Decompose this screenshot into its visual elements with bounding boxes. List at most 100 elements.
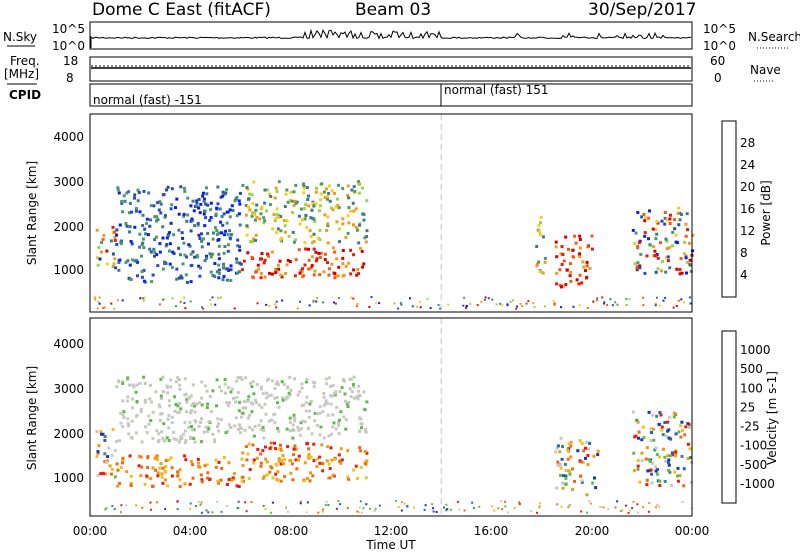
echo-cell	[400, 509, 403, 512]
echo-cell	[116, 188, 120, 192]
echo-cell	[200, 380, 204, 384]
echo-cell	[291, 423, 295, 427]
echo-cell	[170, 203, 174, 207]
echo-cell	[674, 450, 678, 454]
echo-cell	[342, 415, 346, 419]
echo-cell	[351, 201, 355, 205]
echo-cell	[283, 205, 287, 208]
echo-cell	[265, 460, 269, 464]
echo-cell	[148, 247, 152, 251]
echo-cell	[181, 236, 185, 240]
echo-cell	[263, 201, 267, 205]
echo-cell	[179, 300, 182, 303]
echo-cell	[165, 236, 169, 240]
echo-cell	[680, 271, 684, 275]
echo-cell	[332, 421, 336, 425]
echo-cell	[676, 479, 680, 483]
echo-cell	[200, 232, 203, 236]
echo-cell	[307, 194, 310, 198]
echo-cell	[456, 500, 459, 503]
echo-cell	[352, 253, 356, 257]
echo-cell	[276, 263, 280, 267]
echo-cell	[651, 427, 655, 431]
echo-cell	[291, 230, 295, 234]
echo-cell	[688, 423, 691, 427]
echo-cell	[156, 264, 160, 268]
echo-cell	[355, 476, 359, 480]
echo-cell	[684, 222, 688, 226]
echo-cell	[185, 255, 188, 259]
echo-cell	[192, 428, 196, 432]
echo-cell	[263, 402, 267, 406]
beam-title: Beam 03	[355, 0, 431, 20]
echo-cell	[322, 403, 326, 407]
echo-cell	[245, 186, 249, 190]
echo-cell	[121, 413, 125, 417]
echo-cell	[639, 252, 643, 256]
echo-cell	[130, 406, 134, 410]
echo-cell	[116, 468, 120, 472]
echo-cell	[642, 436, 646, 440]
echo-cell	[666, 461, 670, 465]
echo-cell	[202, 430, 206, 434]
echo-cell	[305, 226, 309, 229]
echo-cell	[642, 296, 645, 299]
echo-cell	[562, 474, 565, 478]
freq-tick-bottom: 8	[66, 71, 74, 85]
echo-cell	[208, 252, 212, 256]
echo-cell	[142, 375, 146, 379]
echo-cell	[672, 306, 675, 309]
echo-cell	[222, 275, 226, 278]
echo-cell	[654, 237, 658, 241]
echo-cell	[346, 449, 350, 453]
echo-cell	[166, 385, 169, 389]
echo-cell	[325, 197, 329, 201]
echo-cell	[296, 458, 300, 462]
echo-cell	[259, 419, 263, 423]
echo-cell	[535, 264, 539, 268]
echo-cell	[327, 184, 331, 188]
echo-cell	[332, 271, 336, 275]
echo-cell	[237, 212, 241, 216]
xtick-6: 00:00	[675, 524, 710, 538]
echo-cell	[326, 222, 330, 226]
echo-cell	[122, 410, 126, 414]
echo-cell	[339, 447, 343, 451]
echo-cell	[197, 197, 201, 201]
echo-cell	[203, 384, 207, 388]
echo-cell	[128, 277, 132, 281]
echo-cell	[262, 474, 266, 478]
echo-cell	[271, 501, 274, 504]
echo-cell	[543, 260, 547, 264]
echo-cell	[237, 507, 240, 509]
echo-cell	[166, 185, 170, 189]
echo-cell	[215, 206, 219, 210]
echo-cell	[226, 404, 230, 408]
echo-cell	[245, 510, 248, 513]
echo-cell	[193, 205, 197, 208]
echo-cell	[593, 476, 596, 480]
echo-cell	[157, 208, 161, 212]
echo-cell	[656, 472, 659, 476]
echo-cell	[643, 219, 647, 223]
echo-cell	[512, 299, 514, 302]
echo-cell	[240, 479, 244, 483]
echo-cell	[462, 304, 465, 307]
echo-cell	[217, 481, 220, 485]
echo-cell	[262, 504, 265, 507]
echo-cell	[288, 429, 292, 433]
echo-cell	[314, 190, 318, 194]
echo-cell	[311, 202, 315, 205]
echo-cell	[689, 302, 692, 305]
echo-cell	[129, 240, 133, 243]
echo-cell	[179, 274, 183, 278]
echo-cell	[333, 191, 336, 195]
echo-cell	[167, 439, 171, 442]
echo-cell	[288, 375, 292, 379]
echo-cell	[668, 454, 672, 458]
echo-cell	[239, 191, 242, 195]
echo-cell	[204, 202, 208, 206]
echo-cell	[196, 223, 200, 227]
echo-cell	[250, 385, 254, 389]
echo-cell	[118, 439, 122, 443]
